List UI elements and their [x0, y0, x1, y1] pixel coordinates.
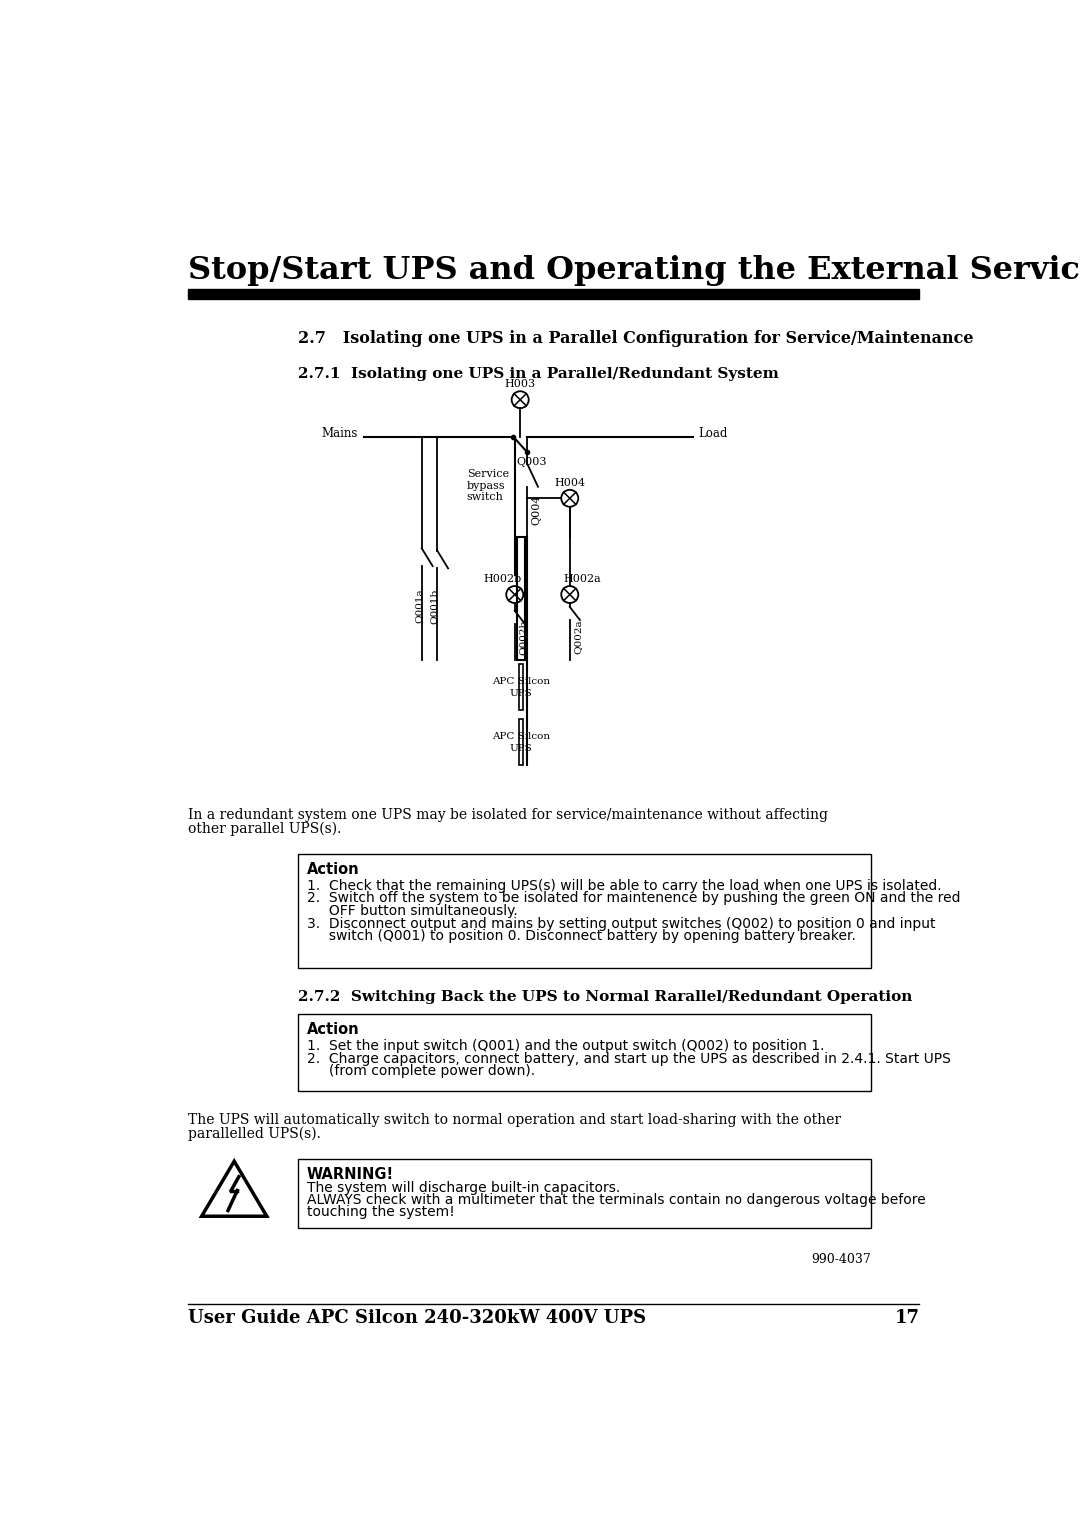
Text: 2.  Switch off the system to be isolated for maintenence by pushing the green ON: 2. Switch off the system to be isolated … [307, 891, 960, 906]
Text: Service: Service [467, 469, 509, 480]
Bar [188, 289, 919, 299]
Text: H002b: H002b [483, 573, 522, 584]
Text: Q002a: Q002a [573, 619, 582, 654]
Text: APC Silcon: APC Silcon [491, 677, 550, 686]
Text: Load: Load [699, 428, 728, 440]
Text: 990-4037: 990-4037 [811, 1253, 872, 1265]
Text: The UPS will automatically switch to normal operation and start load-sharing wit: The UPS will automatically switch to nor… [188, 1112, 841, 1126]
Text: parallelled UPS(s).: parallelled UPS(s). [188, 1126, 321, 1141]
Text: 1.  Set the input switch (Q001) and the output switch (Q002) to position 1.: 1. Set the input switch (Q001) and the o… [307, 1039, 824, 1053]
Text: 1.  Check that the remaining UPS(s) will be able to carry the load when one UPS : 1. Check that the remaining UPS(s) will … [307, 879, 942, 892]
Text: Q002b: Q002b [518, 619, 528, 654]
Bar [517, 536, 525, 660]
Text: bypass: bypass [467, 481, 505, 490]
Text: Action: Action [307, 862, 360, 877]
Text: Q001b: Q001b [430, 588, 438, 623]
Text: Q003: Q003 [516, 457, 546, 466]
Text: User Guide APC Silcon 240-320kW 400V UPS: User Guide APC Silcon 240-320kW 400V UPS [188, 1309, 646, 1328]
Text: 17: 17 [894, 1309, 919, 1328]
Text: Stop/Start UPS and Operating the External Service Bypass: Stop/Start UPS and Operating the Externa… [188, 255, 1080, 286]
Text: Q001a: Q001a [414, 588, 423, 623]
Text: In a redundant system one UPS may be isolated for service/maintenance without af: In a redundant system one UPS may be iso… [188, 808, 827, 822]
Text: switch: switch [467, 492, 503, 503]
Bar [298, 1158, 872, 1229]
Text: UPS: UPS [510, 689, 532, 698]
Text: UPS: UPS [510, 744, 532, 753]
Bar [518, 720, 524, 766]
Text: H003: H003 [504, 379, 536, 390]
Text: (from complete power down).: (from complete power down). [307, 1063, 536, 1079]
Text: Action: Action [307, 1022, 360, 1038]
Text: 2.7.1  Isolating one UPS in a Parallel/Redundant System: 2.7.1 Isolating one UPS in a Parallel/Re… [298, 367, 779, 382]
Text: H004: H004 [554, 478, 585, 487]
Text: switch (Q001) to position 0. Disconnect battery by opening battery breaker.: switch (Q001) to position 0. Disconnect … [307, 929, 856, 943]
Text: APC Silcon: APC Silcon [491, 732, 550, 741]
Text: ALWAYS check with a multimeter that the terminals contain no dangerous voltage b: ALWAYS check with a multimeter that the … [307, 1193, 926, 1207]
Bar [298, 854, 872, 969]
Text: WARNING!: WARNING! [307, 1167, 394, 1181]
Text: 2.  Charge capacitors, connect battery, and start up the UPS as described in 2.4: 2. Charge capacitors, connect battery, a… [307, 1051, 950, 1065]
Text: 2.7   Isolating one UPS in a Parallel Configuration for Service/Maintenance: 2.7 Isolating one UPS in a Parallel Conf… [298, 330, 973, 347]
Text: 3.  Disconnect output and mains by setting output switches (Q002) to position 0 : 3. Disconnect output and mains by settin… [307, 917, 935, 931]
Text: Q004: Q004 [531, 495, 542, 526]
Bar [298, 1015, 872, 1091]
Text: OFF button simultaneously.: OFF button simultaneously. [307, 905, 517, 918]
Bar [518, 663, 524, 711]
Text: H002a: H002a [564, 573, 602, 584]
Text: other parallel UPS(s).: other parallel UPS(s). [188, 822, 341, 836]
Text: touching the system!: touching the system! [307, 1206, 455, 1219]
Text: Mains: Mains [322, 428, 359, 440]
Text: 2.7.2  Switching Back the UPS to Normal Rarallel/Redundant Operation: 2.7.2 Switching Back the UPS to Normal R… [298, 990, 913, 1004]
Text: The system will discharge built-in capacitors.: The system will discharge built-in capac… [307, 1181, 620, 1195]
